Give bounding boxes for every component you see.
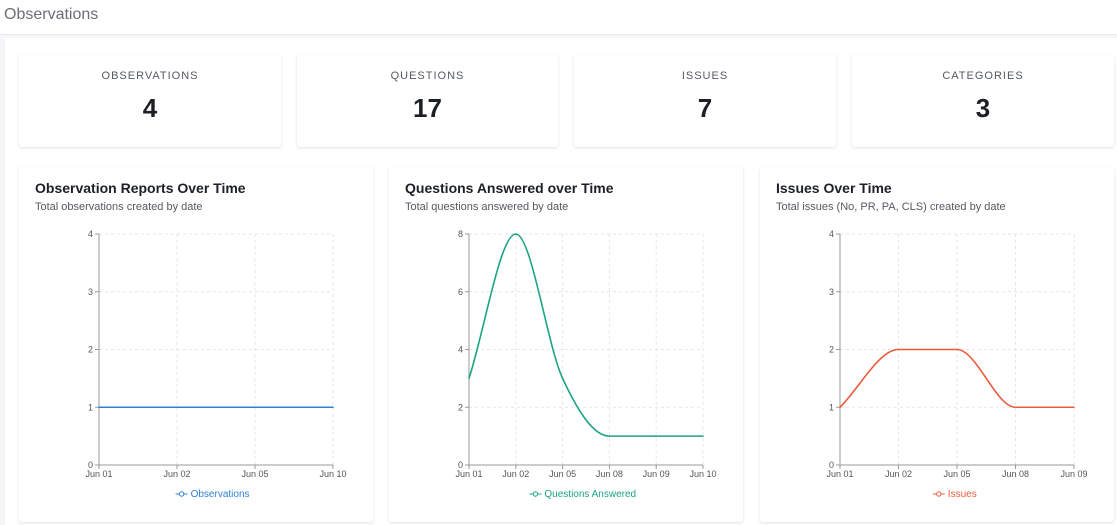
data-point xyxy=(515,233,517,235)
y-tick-label: 2 xyxy=(88,345,93,355)
chart-subtitle: Total observations created by date xyxy=(35,201,203,213)
chart-title: Questions Answered over Time xyxy=(405,180,614,196)
data-point xyxy=(254,406,256,409)
page-title: Observations xyxy=(4,6,99,23)
stat-label: OBSERVATIONS xyxy=(101,70,199,82)
x-tick-label: Jun 09 xyxy=(1060,469,1087,479)
y-tick-label: 3 xyxy=(88,287,93,297)
x-tick-label: Jun 10 xyxy=(689,469,716,479)
x-tick-label: Jun 05 xyxy=(943,469,970,479)
x-tick-label: Jun 01 xyxy=(455,469,482,479)
stat-card-observations: OBSERVATIONS 4 xyxy=(19,55,281,147)
data-point xyxy=(1014,406,1017,409)
y-tick-label: 0 xyxy=(88,460,93,470)
x-tick-label: Jun 01 xyxy=(85,469,112,479)
legend-marker xyxy=(936,491,942,497)
issues-chart: 0 1 2 3 4 Jun 01 Jun 02 Jun 05 Jun 08 Jun 09 Issue… xyxy=(826,229,1087,500)
y-tick-label: 2 xyxy=(829,345,834,355)
x-tick-label: Jun 05 xyxy=(549,469,576,479)
data-point xyxy=(1073,406,1075,409)
y-tick-label: 0 xyxy=(458,460,463,470)
x-tick-label: Jun 02 xyxy=(163,469,190,479)
chart-subtitle: Total questions answered by date xyxy=(405,201,569,213)
series-line xyxy=(468,233,703,437)
questions-chart: 0 2 4 6 8 Jun 01 Jun 02 Jun 05 Jun 08 Jun 09 Jun 1… xyxy=(455,229,716,500)
data-point xyxy=(176,406,178,409)
chart-title: Issues Over Time xyxy=(776,180,892,196)
x-tick-label: Jun 01 xyxy=(826,469,853,479)
y-tick-label: 2 xyxy=(458,402,463,412)
legend-marker xyxy=(178,491,185,497)
stat-value: 4 xyxy=(142,93,158,123)
stat-value: 3 xyxy=(975,93,991,123)
stat-card-issues: ISSUES 7 xyxy=(574,55,836,147)
y-tick-label: 1 xyxy=(88,402,93,412)
x-tick-label: Jun 08 xyxy=(1002,469,1029,479)
chart-card-issues: Issues Over Time Total issues (No, PR, P… xyxy=(760,167,1114,522)
stat-label: QUESTIONS xyxy=(390,70,465,82)
x-tick-label: Jun 10 xyxy=(319,469,346,479)
x-tick-label: Jun 08 xyxy=(596,469,623,479)
data-point xyxy=(702,435,704,437)
stat-card-categories: CATEGORIES 3 xyxy=(852,55,1114,147)
chart-subtitle: Total issues (No, PR, PA, CLS) created b… xyxy=(776,201,1006,213)
stat-label: CATEGORIES xyxy=(942,70,1024,82)
data-point xyxy=(897,348,900,351)
data-point xyxy=(956,348,958,351)
top-bar: Observations xyxy=(0,0,1117,35)
x-tick-label: Jun 05 xyxy=(241,469,268,479)
y-tick-label: 1 xyxy=(829,402,834,412)
y-tick-label: 6 xyxy=(458,287,463,297)
x-tick-label: Jun 02 xyxy=(502,469,529,479)
y-tick-label: 4 xyxy=(829,229,834,239)
chart-card-observations: Observation Reports Over Time Total obse… xyxy=(19,167,373,522)
legend-marker xyxy=(532,491,539,497)
stat-label: ISSUES xyxy=(681,70,729,82)
data-point xyxy=(332,406,334,409)
legend-label: Issues xyxy=(948,489,977,500)
data-point xyxy=(468,377,470,380)
observations-chart: 0 1 2 3 4 Jun 01 Jun 02 Jun 05 Jun 10 Observation… xyxy=(85,229,346,500)
y-tick-label: 4 xyxy=(88,229,93,239)
stat-value: 7 xyxy=(697,93,713,123)
x-tick-label: Jun 02 xyxy=(885,469,912,479)
chart-card-questions: Questions Answered over Time Total quest… xyxy=(389,167,743,522)
data-point xyxy=(561,377,564,380)
x-tick-label: Jun 09 xyxy=(643,469,670,479)
stat-value: 17 xyxy=(413,93,442,123)
y-tick-label: 3 xyxy=(829,287,834,297)
y-tick-label: 0 xyxy=(829,460,834,470)
data-point xyxy=(839,406,841,409)
legend-label: Observations xyxy=(191,489,250,500)
data-point xyxy=(655,435,657,437)
y-tick-label: 8 xyxy=(458,229,463,239)
legend-label: Questions Answered xyxy=(544,489,636,500)
data-point xyxy=(98,406,100,409)
chart-title: Observation Reports Over Time xyxy=(35,180,246,196)
y-tick-label: 4 xyxy=(458,345,463,355)
stat-card-questions: QUESTIONS 17 xyxy=(297,55,558,147)
data-point xyxy=(608,435,611,437)
